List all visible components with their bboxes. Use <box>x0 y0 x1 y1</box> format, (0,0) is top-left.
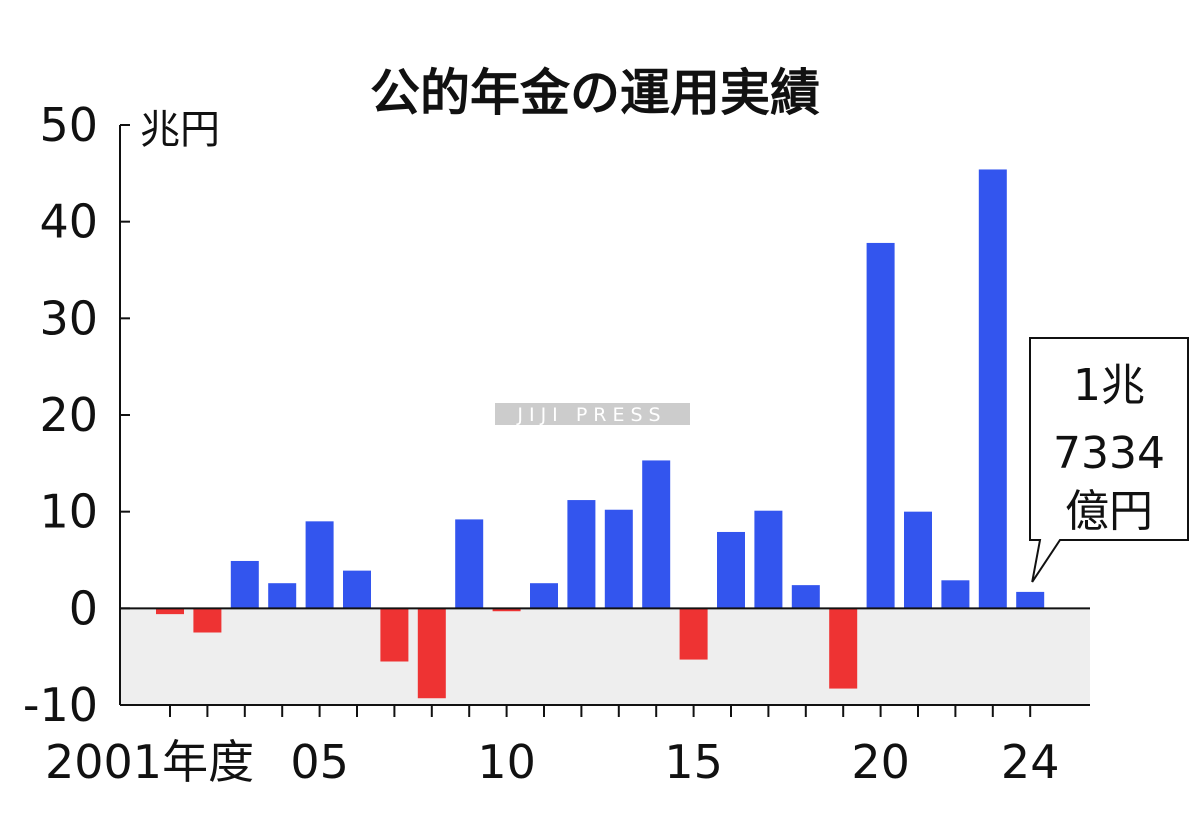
chart-title: 公的年金の運用実績 <box>370 64 820 122</box>
bar-2001 <box>156 608 184 615</box>
y-tick-label: 40 <box>39 195 98 249</box>
bar-2019 <box>829 608 858 689</box>
bar-2018 <box>791 585 820 609</box>
bar-2002 <box>193 608 222 633</box>
bar-2021 <box>904 511 932 609</box>
x-tick-label: 10 <box>477 735 536 789</box>
bar-2023 <box>978 169 1007 609</box>
annotation-callout: 1兆 7334 億円 <box>1029 337 1189 583</box>
x-ticks-group: 2001年度 05 10 15 20 24 <box>45 705 1059 789</box>
bar-2010 <box>492 608 521 612</box>
y-tick-label: -10 <box>23 678 98 732</box>
watermark-text: JIJI PRESS <box>516 404 666 426</box>
y-tick-label: 20 <box>39 388 98 442</box>
bar-2020 <box>866 242 895 609</box>
x-tick-label: 24 <box>1001 735 1060 789</box>
bar-2017 <box>754 510 783 609</box>
bar-2004 <box>268 583 297 609</box>
x-tick-label: 15 <box>664 735 723 789</box>
bars-group <box>156 169 1045 699</box>
bar-2008 <box>417 608 446 699</box>
callout-line-3: 億円 <box>1065 486 1153 537</box>
x-tick-label: 20 <box>851 735 910 789</box>
y-tick-label: 50 <box>39 98 98 152</box>
bar-2009 <box>455 519 484 609</box>
y-ticks-group: -10 0 10 20 30 40 50 <box>23 98 130 732</box>
bar-2013 <box>604 509 633 609</box>
x-tick-label: 05 <box>290 735 349 789</box>
y-tick-label: 30 <box>39 291 98 345</box>
bar-2006 <box>343 570 371 609</box>
watermark: JIJI PRESS <box>495 403 690 426</box>
y-tick-label: 0 <box>69 581 98 635</box>
bar-2024 <box>1016 591 1045 609</box>
bar-2007 <box>380 608 409 662</box>
negative-region <box>120 608 1090 705</box>
bar-2014 <box>642 460 671 609</box>
y-unit-label: 兆円 <box>140 107 220 153</box>
x-tick-label: 2001年度 <box>45 735 254 789</box>
y-tick-label: 10 <box>39 485 98 539</box>
callout-line-1: 1兆 <box>1073 360 1145 411</box>
bar-2005 <box>305 521 334 609</box>
bar-2011 <box>530 583 558 609</box>
bar-2016 <box>717 531 745 609</box>
bar-2015 <box>679 608 708 660</box>
callout-box <box>1029 337 1189 583</box>
bar-2022 <box>941 580 970 609</box>
callout-line-2: 7334 <box>1053 428 1165 479</box>
bar-2003 <box>230 560 259 609</box>
bar-2012 <box>567 500 596 609</box>
